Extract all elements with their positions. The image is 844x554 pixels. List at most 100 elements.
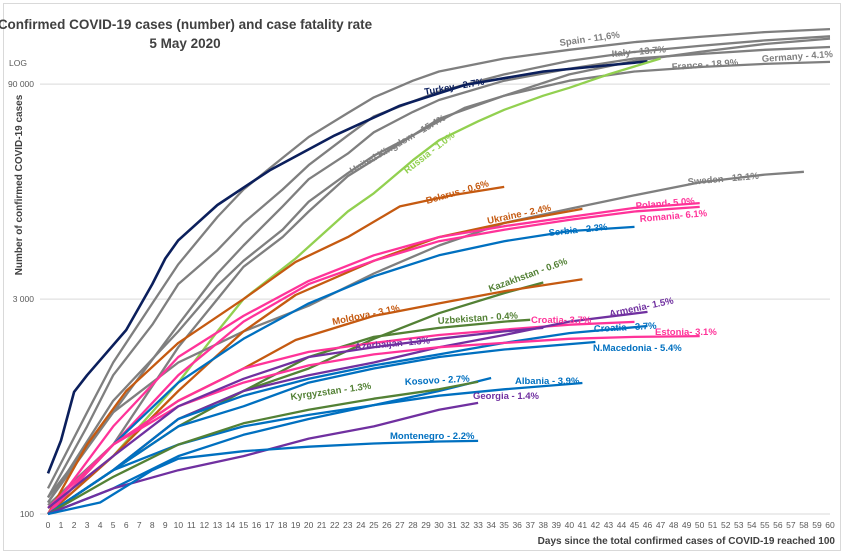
- series-label-serbia: Serbia - 2.3%: [548, 222, 609, 239]
- x-tick-label: 54: [747, 520, 757, 530]
- series-label-france: France - 18.9%: [671, 57, 739, 73]
- x-tick-label: 23: [343, 520, 353, 530]
- x-tick-label: 11: [187, 520, 196, 530]
- x-tick-label: 38: [539, 520, 549, 530]
- chart-frame: [3, 3, 841, 551]
- series-line-albania: [47, 381, 583, 515]
- x-tick-label: 32: [460, 520, 470, 530]
- x-tick-label: 27: [395, 520, 405, 530]
- series-label-poland: Poland- 5.0%: [635, 196, 695, 212]
- x-tick-label: 5: [111, 520, 116, 530]
- series-line-united-kingdom: [47, 37, 831, 507]
- series-line-romania: [47, 205, 700, 509]
- series-line-sweden: [47, 170, 804, 504]
- x-tick-label: 12: [200, 520, 210, 530]
- series-label-estonia: Estonia- 3.1%: [655, 327, 717, 338]
- x-tick-label: 39: [552, 520, 562, 530]
- series-line-italy: [46, 35, 831, 498]
- chart-title: Confirmed COVID-19 cases (number) and ca…: [0, 17, 373, 32]
- series-line-georgia: [47, 401, 479, 516]
- series-label-moldova: Moldova - 3.1%: [331, 303, 401, 328]
- x-tick-label: 46: [643, 520, 653, 530]
- x-tick-label: 9: [163, 520, 168, 530]
- x-tick-label: 35: [499, 520, 509, 530]
- x-tick-label: 45: [630, 520, 640, 530]
- series-label-croatia: Croatia- 3.7%: [531, 315, 592, 326]
- x-tick-label: 58: [799, 520, 809, 530]
- x-tick-label: 34: [486, 520, 496, 530]
- x-tick-label: 30: [434, 520, 444, 530]
- x-tick-label: 50: [695, 520, 705, 530]
- x-tick-label: 59: [812, 520, 822, 530]
- x-tick-label: 6: [124, 520, 129, 530]
- y-tick-label: 3 000: [13, 294, 35, 304]
- series-line-ukraine: [47, 207, 583, 515]
- series-label-n-macedonia: N.Macedonia - 5.4%: [593, 343, 682, 354]
- series-line-montenegro: [47, 439, 479, 516]
- series-label-georgia: Georgia - 1.4%: [473, 391, 540, 402]
- x-tick-label: 19: [291, 520, 301, 530]
- x-tick-label: 41: [578, 520, 588, 530]
- x-tick-label: 44: [617, 520, 627, 530]
- series-line-kosovo: [47, 376, 492, 516]
- chart-subtitle: 5 May 2020: [149, 36, 220, 51]
- x-tick-label: 13: [213, 520, 223, 530]
- x-tick-label: 36: [512, 520, 522, 530]
- x-tick-label: 7: [137, 520, 142, 530]
- x-tick-label: 18: [278, 520, 288, 530]
- series-line-croatia: [47, 324, 648, 515]
- series-label-albania: Albania - 3.9%: [515, 376, 580, 387]
- x-tick-label: 16: [252, 520, 262, 530]
- series-line-kyrgyzstan: [47, 380, 479, 515]
- series-line-estonia: [47, 334, 700, 515]
- x-tick-label: 47: [656, 520, 666, 530]
- x-tick-label: 49: [682, 520, 692, 530]
- series-label-sweden: Sweden - 12.1%: [687, 171, 760, 188]
- x-tick-label: 33: [473, 520, 483, 530]
- x-tick-label: 57: [786, 520, 796, 530]
- x-tick-label: 37: [525, 520, 535, 530]
- series-line-russia: [47, 57, 661, 509]
- series-line-france: [47, 60, 831, 504]
- x-tick-label: 24: [356, 520, 366, 530]
- x-tick-label: 0: [46, 520, 51, 530]
- x-tick-label: 1: [59, 520, 64, 530]
- x-tick-label: 21: [317, 520, 327, 530]
- series-line-azerbaijan: [47, 326, 544, 509]
- series-label-montenegro: Montenegro - 2.2%: [390, 431, 475, 442]
- x-tick-label: 40: [565, 520, 575, 530]
- series-label-croatia: Croatia - 3.7%: [594, 321, 658, 335]
- series-line-spain: [46, 27, 831, 489]
- series-line-turkey: [46, 60, 648, 474]
- x-tick-label: 42: [591, 520, 601, 530]
- x-tick-label: 15: [239, 520, 249, 530]
- log-scale-note: LOG: [9, 58, 27, 68]
- x-tick-label: 4: [98, 520, 103, 530]
- x-tick-label: 20: [304, 520, 314, 530]
- x-tick-label: 10: [174, 520, 184, 530]
- x-tick-label: 28: [408, 520, 418, 530]
- x-tick-label: 8: [150, 520, 155, 530]
- x-tick-label: 53: [734, 520, 744, 530]
- x-tick-label: 17: [265, 520, 275, 530]
- x-tick-label: 48: [669, 520, 679, 530]
- x-tick-label: 43: [604, 520, 614, 530]
- series-label-spain: Spain - 11,6%: [559, 30, 621, 49]
- series-label-kosovo: Kosovo - 2.7%: [405, 374, 471, 388]
- y-axis-title: Number of confirmed COVID-19 cases: [14, 94, 25, 275]
- series-label-kazakhstan: Kazakhstan - 0.6%: [487, 256, 569, 295]
- x-tick-label: 29: [421, 520, 431, 530]
- x-tick-label: 60: [825, 520, 835, 530]
- x-tick-label: 52: [721, 520, 731, 530]
- x-tick-label: 2: [72, 520, 77, 530]
- series-label-germany: Germany - 4.1%: [761, 49, 833, 65]
- series-label-italy: Italy - 13.7%: [611, 44, 667, 60]
- x-tick-label: 31: [447, 520, 457, 530]
- series-line-n-macedonia: [47, 340, 596, 515]
- series-line-belarus: [46, 185, 505, 515]
- series-line-croatia: [47, 320, 635, 515]
- x-tick-label: 26: [382, 520, 392, 530]
- y-tick-label: 100: [20, 509, 34, 519]
- x-tick-label: 25: [369, 520, 379, 530]
